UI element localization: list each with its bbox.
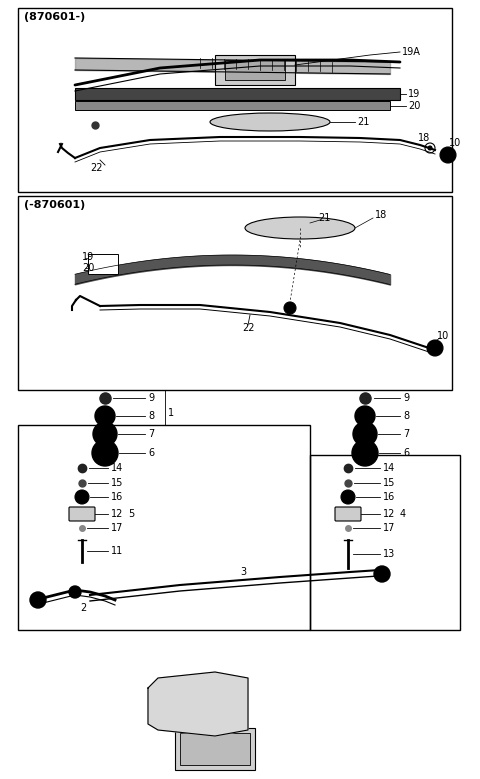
Text: 6: 6: [148, 448, 154, 458]
Circle shape: [165, 693, 175, 703]
Text: 1: 1: [168, 408, 174, 418]
Bar: [75, 101, 390, 110]
Text: (870601-): (870601-): [24, 12, 85, 22]
Circle shape: [440, 147, 456, 163]
Bar: [175, 728, 255, 770]
Circle shape: [190, 690, 200, 700]
Circle shape: [284, 302, 296, 314]
Text: 17: 17: [111, 523, 123, 533]
Text: 20: 20: [408, 101, 420, 111]
Circle shape: [427, 340, 443, 356]
Text: 4: 4: [400, 509, 406, 519]
Text: 8: 8: [148, 411, 154, 421]
Bar: [225, 60, 285, 80]
Text: 22: 22: [242, 323, 254, 333]
Text: 17: 17: [383, 523, 396, 533]
Circle shape: [355, 406, 375, 426]
Text: 11: 11: [111, 546, 123, 556]
Circle shape: [93, 422, 117, 446]
Text: 21: 21: [357, 117, 370, 127]
Text: 3: 3: [240, 567, 246, 577]
Bar: [88, 254, 118, 274]
Text: 21: 21: [318, 213, 330, 223]
Circle shape: [352, 440, 378, 466]
Text: 14: 14: [111, 463, 123, 473]
Text: 12: 12: [111, 509, 123, 519]
Circle shape: [170, 713, 180, 723]
Text: 5: 5: [128, 509, 134, 519]
Text: 6: 6: [403, 448, 409, 458]
Bar: [155, 685, 242, 728]
Text: 10: 10: [437, 331, 449, 341]
Text: 12: 12: [383, 509, 396, 519]
Text: 7: 7: [148, 429, 154, 439]
Circle shape: [215, 693, 225, 703]
Text: 2: 2: [80, 603, 86, 613]
Text: 19: 19: [408, 89, 420, 99]
Bar: [75, 88, 400, 100]
Bar: [18, 8, 452, 192]
Circle shape: [30, 592, 46, 608]
Circle shape: [374, 566, 390, 582]
Text: 9: 9: [148, 393, 154, 403]
Text: 19: 19: [82, 252, 94, 262]
Text: 15: 15: [111, 478, 123, 488]
Text: 14: 14: [383, 463, 395, 473]
Circle shape: [92, 440, 118, 466]
Circle shape: [69, 586, 81, 598]
Circle shape: [75, 490, 89, 504]
Text: 19A: 19A: [402, 47, 421, 57]
Text: 16: 16: [383, 492, 395, 502]
Text: 15: 15: [383, 478, 396, 488]
FancyBboxPatch shape: [335, 507, 361, 521]
Polygon shape: [148, 672, 248, 736]
Text: 22: 22: [90, 163, 103, 173]
Text: 7: 7: [403, 429, 409, 439]
Ellipse shape: [210, 113, 330, 131]
Circle shape: [210, 713, 220, 723]
Circle shape: [341, 490, 355, 504]
Circle shape: [353, 422, 377, 446]
Ellipse shape: [245, 217, 355, 239]
FancyBboxPatch shape: [69, 507, 95, 521]
Bar: [180, 733, 250, 765]
Text: 16: 16: [111, 492, 123, 502]
Text: 18: 18: [375, 210, 387, 220]
Text: 10: 10: [449, 138, 461, 148]
Text: 9: 9: [403, 393, 409, 403]
Circle shape: [428, 146, 432, 150]
Text: (-870601): (-870601): [24, 200, 85, 210]
Bar: [310, 455, 460, 630]
Text: 13: 13: [383, 549, 395, 559]
Bar: [215, 55, 295, 85]
Text: 20: 20: [82, 263, 95, 273]
Bar: [18, 425, 310, 630]
Circle shape: [95, 406, 115, 426]
Text: 18: 18: [418, 133, 430, 143]
Bar: [18, 196, 452, 390]
Text: 8: 8: [403, 411, 409, 421]
